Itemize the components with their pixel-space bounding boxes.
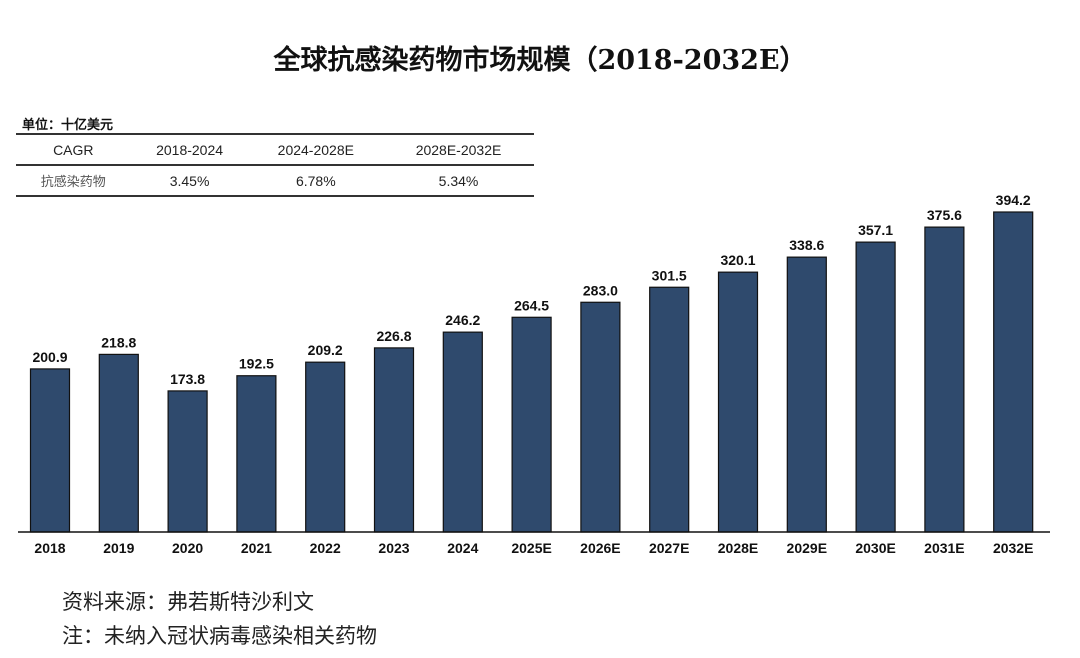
bar: [236, 375, 277, 533]
cagr-value: 5.34%: [383, 165, 534, 197]
data-label: 264.5: [514, 297, 549, 313]
unit-label: 单位：十亿美元: [22, 118, 114, 133]
x-tick-label: 2022: [310, 540, 341, 556]
bar: [442, 331, 483, 533]
data-label: 218.8: [101, 334, 136, 350]
chart-title: 全球抗感染药物市场规模（2018-2032E）: [273, 45, 807, 76]
data-label: 200.9: [32, 349, 67, 365]
data-label: 301.5: [652, 267, 687, 283]
cagr-value: 6.78%: [248, 165, 384, 197]
x-tick-label: 2032E: [993, 540, 1033, 556]
footnote: 注：未纳入冠状病毒感染相关药物: [62, 624, 377, 648]
x-tick-label: 2029E: [787, 540, 827, 556]
cagr-header: 2024-2028E: [248, 133, 384, 166]
x-tick-label: 2027E: [649, 540, 689, 556]
cagr-header: 2028E-2032E: [383, 133, 534, 166]
x-tick-label: 2021: [241, 540, 272, 556]
data-label: 320.1: [720, 252, 755, 268]
cagr-header: 2018-2024: [130, 133, 249, 166]
x-tick-label: 2020: [172, 540, 203, 556]
bar: [580, 301, 621, 533]
x-tick-label: 2028E: [718, 540, 758, 556]
data-label: 338.6: [789, 237, 824, 253]
bar: [717, 271, 759, 533]
cagr-header: CAGR: [16, 133, 131, 166]
data-label: 173.8: [170, 371, 205, 387]
bar: [855, 241, 896, 533]
x-tick-label: 2025E: [511, 540, 551, 556]
data-label: 246.2: [445, 312, 480, 328]
bar: [786, 256, 827, 533]
data-label: 283.0: [583, 282, 618, 298]
x-tick-label: 2019: [103, 540, 134, 556]
data-label: 375.6: [927, 207, 962, 223]
data-label: 394.2: [996, 192, 1031, 208]
x-tick-label: 2030E: [855, 540, 895, 556]
bar: [29, 368, 71, 533]
cagr-value: 3.45%: [130, 165, 249, 197]
cagr-row: 抗感染药物 3.45% 6.78% 5.34%: [16, 165, 534, 197]
bar: [993, 211, 1034, 533]
data-label: 226.8: [376, 328, 411, 344]
cagr-table: CAGR 2018-2024 2024-2028E 2028E-2032E 抗感…: [16, 133, 534, 197]
bar: [167, 390, 208, 533]
x-tick-label: 2023: [378, 540, 409, 556]
bar: [511, 316, 552, 533]
x-tick-label: 2018: [34, 540, 65, 556]
data-label: 357.1: [858, 222, 893, 238]
cagr-row-label: 抗感染药物: [16, 165, 131, 197]
data-label: 192.5: [239, 356, 274, 372]
data-label: 209.2: [308, 342, 343, 358]
bar: [649, 286, 690, 533]
bar: [98, 353, 139, 533]
x-tick-label: 2024: [447, 540, 478, 556]
bar: [924, 226, 965, 533]
bar: [373, 347, 415, 533]
x-tick-label: 2026E: [580, 540, 620, 556]
source-note: 资料来源：弗若斯特沙利文: [62, 590, 314, 614]
bar: [305, 361, 346, 533]
x-tick-label: 2031E: [924, 540, 964, 556]
cagr-header-row: CAGR 2018-2024 2024-2028E 2028E-2032E: [16, 133, 534, 166]
